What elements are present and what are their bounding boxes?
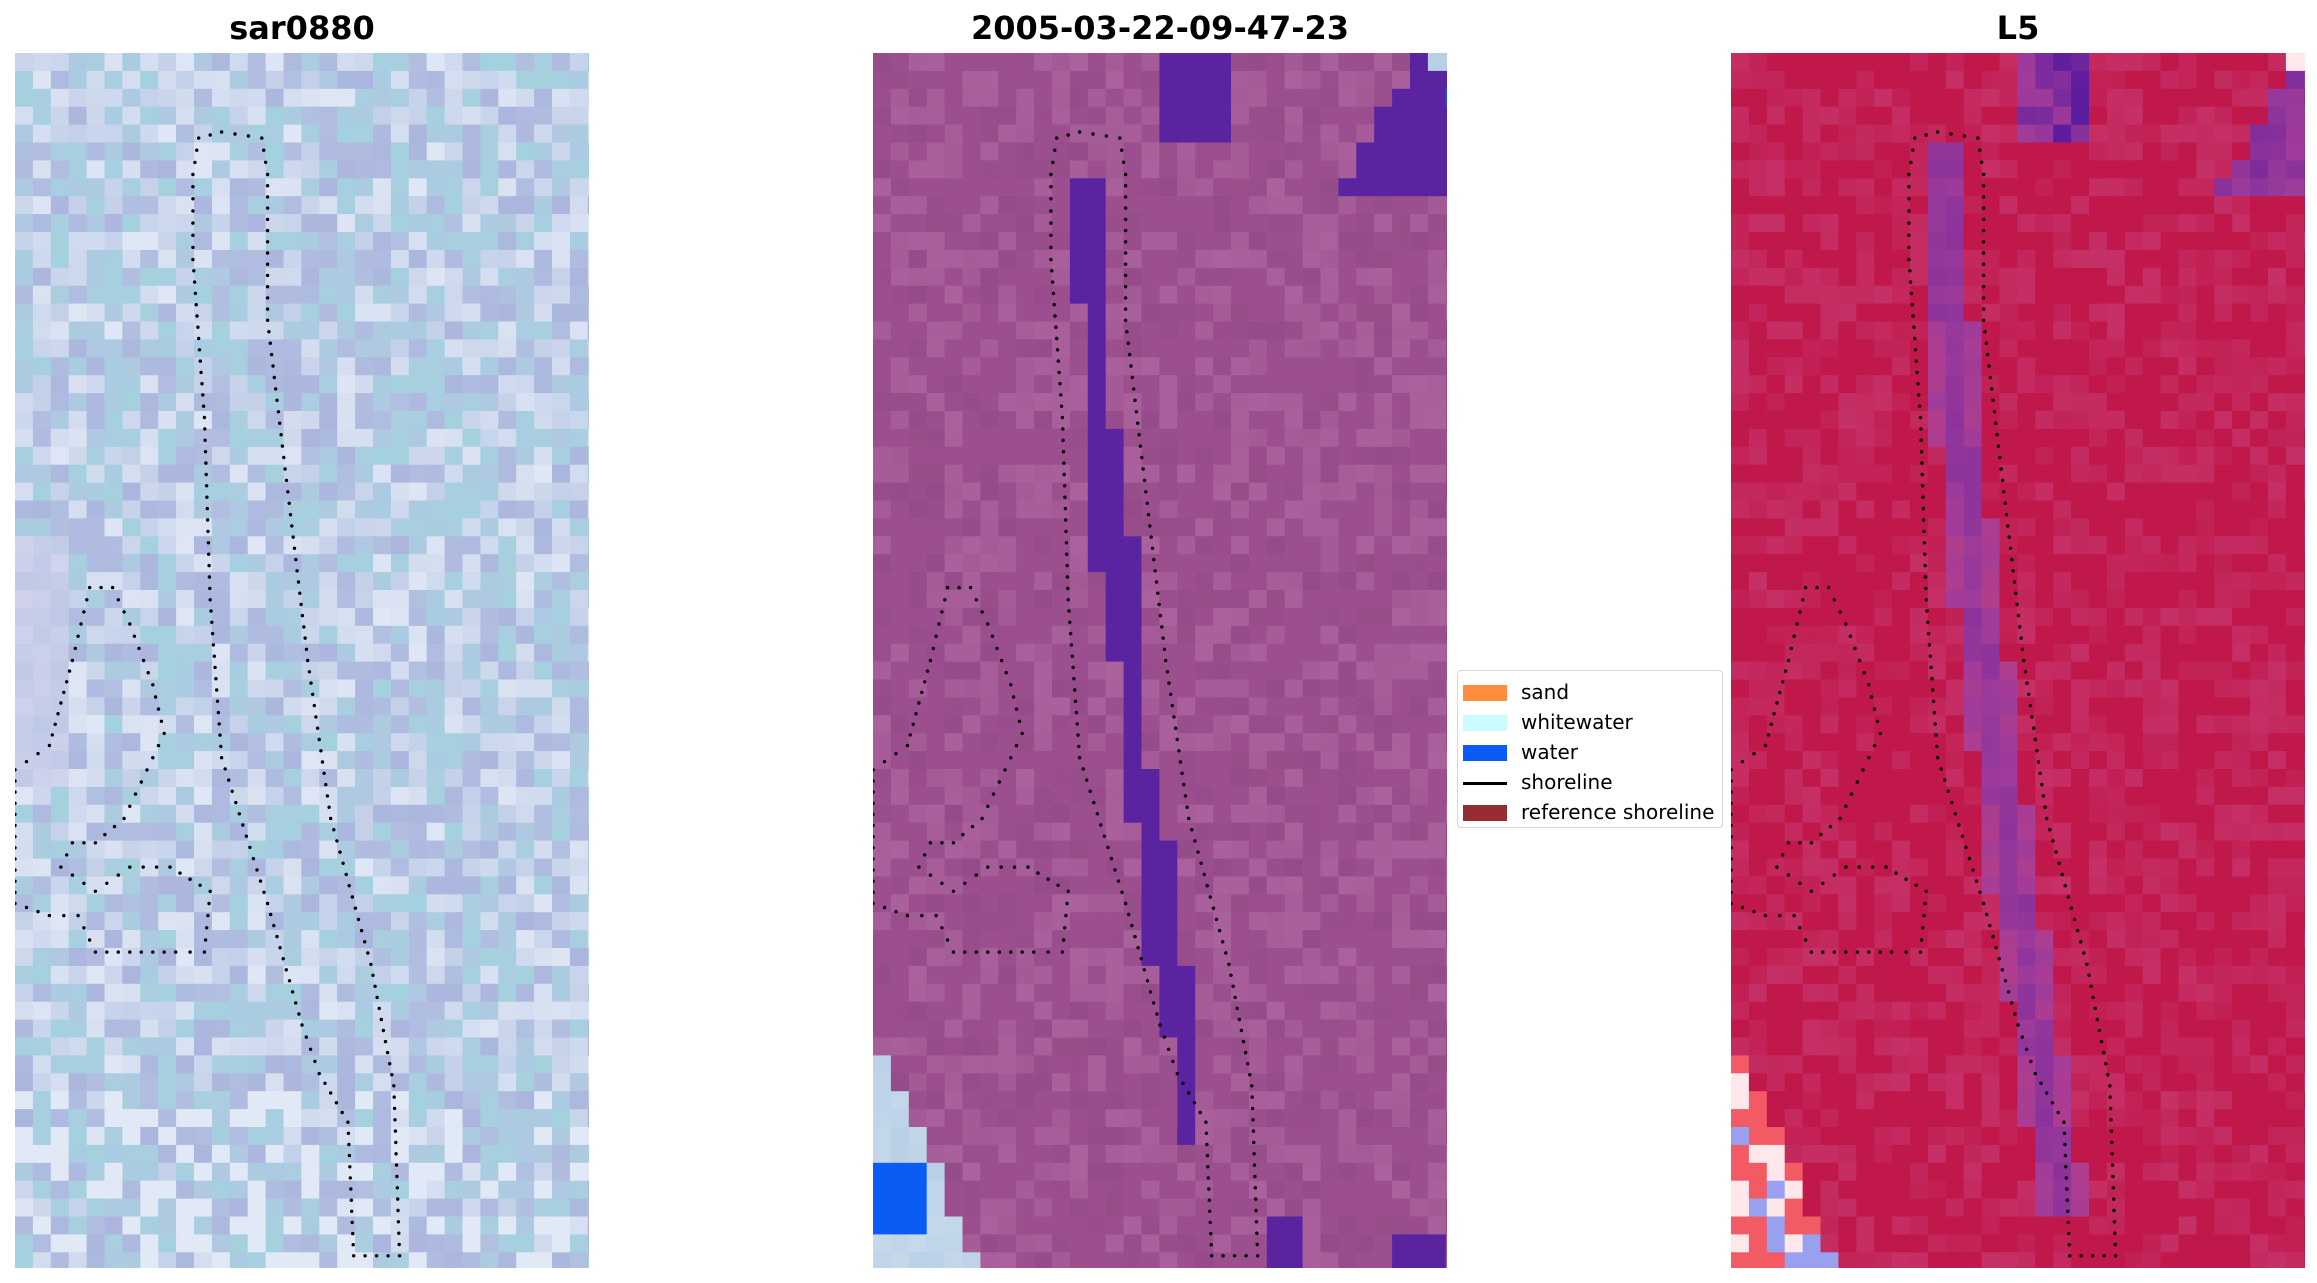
rgb-image-panel — [15, 53, 589, 1268]
legend-swatch-reference-shoreline — [1463, 805, 1507, 821]
panel-title-index: L5 — [1996, 9, 2040, 47]
panel-title-classified: 2005-03-22-09-47-23 — [970, 9, 1350, 47]
legend-label-water: water — [1521, 740, 1578, 764]
legend-swatch-water — [1463, 745, 1507, 761]
shoreline-dots — [15, 130, 402, 1258]
shoreline-dots — [873, 130, 1260, 1258]
legend-label-sand: sand — [1521, 680, 1570, 704]
shoreline-dots — [1731, 130, 2118, 1258]
legend-label-whitewater: whitewater — [1521, 710, 1633, 734]
classified-image-panel — [873, 53, 1447, 1268]
legend-swatch-sand — [1463, 685, 1507, 701]
raster-pixels — [873, 53, 1447, 1268]
panel-title-rgb: sar0880 — [229, 9, 375, 47]
legend-label-reference-shoreline: reference shoreline — [1521, 800, 1715, 824]
raster-pixels — [1731, 53, 2305, 1268]
legend-item-water: water — [1458, 737, 1722, 767]
legend-item-sand: sand — [1458, 677, 1722, 707]
legend-item-reference-shoreline: reference shoreline — [1458, 797, 1722, 827]
legend-swatch-shoreline — [1463, 782, 1507, 785]
legend-item-shoreline: shoreline — [1458, 767, 1722, 797]
legend-item-whitewater: whitewater — [1458, 707, 1722, 737]
index-image — [1731, 53, 2305, 1268]
raster-pixels — [15, 53, 589, 1268]
rgb-image — [15, 53, 589, 1268]
classified-image — [873, 53, 1447, 1268]
index-image-panel — [1731, 53, 2305, 1268]
legend-label-shoreline: shoreline — [1521, 770, 1613, 794]
legend-swatch-whitewater — [1463, 715, 1507, 731]
legend: sand whitewater water shoreline referenc… — [1457, 670, 1723, 828]
